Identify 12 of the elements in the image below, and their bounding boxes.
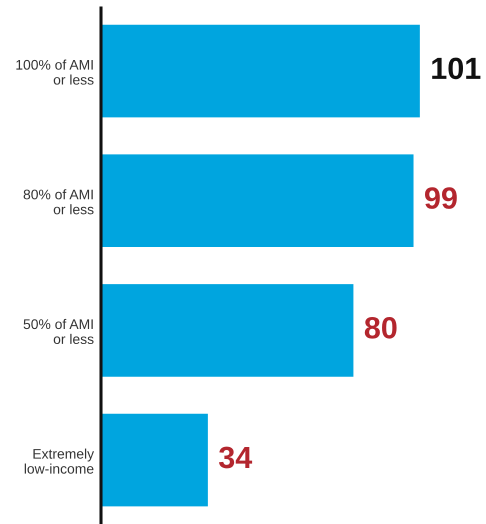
bar (101, 23, 422, 119)
data-label: 99 (425, 187, 457, 209)
bar (101, 282, 355, 378)
y-tick-label: 100% of AMI or less (16, 60, 94, 85)
data-label: 34 (218, 446, 252, 468)
data-label: 101 (432, 58, 480, 80)
bar (101, 153, 415, 248)
y-tick-label: Extremely low-income (24, 448, 94, 474)
data-label: 80 (364, 316, 397, 339)
y-tick-label: 50% of AMI or less (24, 318, 94, 344)
bar (101, 412, 210, 508)
y-tick-label: 80% of AMI or less (24, 189, 94, 214)
